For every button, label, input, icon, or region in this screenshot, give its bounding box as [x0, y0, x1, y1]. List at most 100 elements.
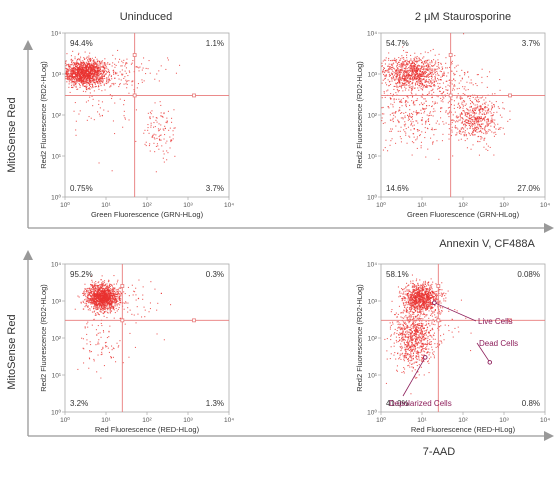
scatter-point	[433, 134, 434, 135]
scatter-point	[109, 299, 110, 300]
scatter-point	[448, 116, 449, 117]
scatter-point	[441, 93, 442, 94]
scatter-point	[484, 119, 485, 120]
scatter-point	[461, 139, 462, 140]
scatter-point	[440, 98, 441, 99]
scatter-point	[382, 83, 383, 84]
scatter-point	[446, 123, 447, 124]
scatter-point	[117, 305, 118, 306]
scatter-point	[417, 87, 418, 88]
scatter-point	[137, 67, 138, 68]
scatter-point	[109, 72, 110, 73]
scatter-point	[392, 119, 393, 120]
scatter-point	[401, 87, 402, 88]
scatter-point	[428, 66, 429, 67]
scatter-point	[97, 64, 98, 65]
scatter-point	[86, 102, 87, 103]
scatter-point	[423, 63, 424, 64]
scatter-point	[70, 64, 71, 65]
scatter-point	[424, 85, 425, 86]
scatter-point	[75, 71, 76, 72]
scatter-point	[474, 121, 475, 122]
scatter-point	[464, 94, 465, 95]
scatter-point	[399, 102, 400, 103]
scatter-point	[417, 138, 418, 139]
scatter-point	[470, 103, 471, 104]
scatter-point	[65, 61, 66, 62]
scatter-point	[408, 71, 409, 72]
scatter-point	[457, 96, 458, 97]
scatter-point	[104, 85, 105, 86]
scatter-point	[88, 100, 89, 101]
scatter-point	[109, 64, 110, 65]
scatter-point	[103, 313, 104, 314]
scatter-point	[452, 127, 453, 128]
gate-handle	[133, 94, 136, 97]
scatter-point	[465, 140, 466, 141]
scatter-point	[474, 117, 475, 118]
scatter-point	[479, 155, 480, 156]
scatter-point	[403, 50, 404, 51]
scatter-point	[431, 70, 432, 71]
scatter-point	[421, 86, 422, 87]
scatter-point	[393, 121, 394, 122]
scatter-point	[110, 85, 111, 86]
scatter-point	[96, 371, 97, 372]
scatter-point	[119, 297, 120, 298]
scatter-point	[132, 63, 133, 64]
scatter-point	[68, 87, 69, 88]
scatter-point	[410, 121, 411, 122]
scatter-point	[417, 123, 418, 124]
scatter-point	[139, 70, 140, 71]
scatter-point	[113, 298, 114, 299]
scatter-point	[167, 57, 168, 58]
scatter-point	[78, 54, 79, 55]
scatter-point	[175, 127, 176, 128]
row-y-label-top: MitoSense Red	[6, 97, 18, 172]
scatter-point	[492, 121, 493, 122]
scatter-point	[102, 302, 103, 303]
scatter-point	[465, 114, 466, 115]
scatter-point	[119, 304, 120, 305]
scatter-point	[405, 85, 406, 86]
scatter-point	[401, 85, 402, 86]
scatter-point	[411, 67, 412, 68]
scatter-point	[422, 66, 423, 67]
scatter-point	[472, 128, 473, 129]
scatter-point	[455, 134, 456, 135]
scatter-point	[78, 53, 79, 54]
x-tick-label: 10⁴	[224, 202, 234, 209]
scatter-point	[109, 75, 110, 76]
scatter-point	[89, 85, 90, 86]
scatter-point	[403, 83, 404, 84]
scatter-point	[160, 124, 161, 125]
scatter-point	[100, 294, 101, 295]
scatter-point	[119, 296, 120, 297]
scatter-point	[412, 63, 413, 64]
scatter-point	[406, 81, 407, 82]
scatter-points	[75, 275, 171, 379]
scatter-point	[91, 301, 92, 302]
scatter-point	[92, 84, 93, 85]
scatter-point	[109, 296, 110, 297]
scatter-point	[78, 67, 79, 68]
scatter-point	[482, 104, 483, 105]
scatter-point	[120, 300, 121, 301]
scatter-point	[101, 73, 102, 74]
scatter-point	[474, 127, 475, 128]
scatter-point	[169, 137, 170, 138]
scatter-point	[100, 83, 101, 84]
scatter-point	[482, 97, 483, 98]
scatter-point	[474, 114, 475, 115]
scatter-point	[86, 89, 87, 90]
scatter-point	[79, 65, 80, 66]
scatter-point	[482, 111, 483, 112]
scatter-point	[392, 65, 393, 66]
scatter-point	[463, 100, 464, 101]
scatter-point	[433, 85, 434, 86]
scatter-point	[106, 342, 107, 343]
scatter-point	[156, 138, 157, 139]
scatter-point	[406, 72, 407, 73]
scatter-point	[109, 290, 110, 291]
scatter-point	[462, 102, 463, 103]
